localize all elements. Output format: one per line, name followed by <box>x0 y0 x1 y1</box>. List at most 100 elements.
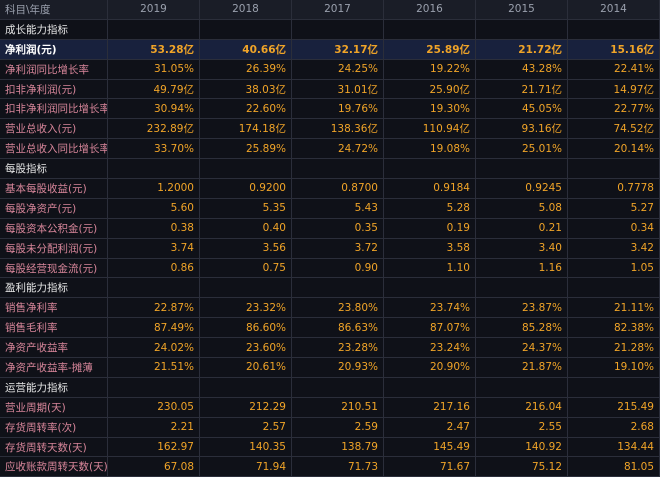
row-label: 销售毛利率 <box>0 318 107 338</box>
row-label: 每股未分配利润(元) <box>0 238 107 258</box>
value-cell: 2.68 <box>568 417 659 437</box>
empty-cell <box>108 377 199 397</box>
value-cell: 3.40 <box>476 238 567 258</box>
year-header: 2016 <box>384 0 475 19</box>
section-title: 成长能力指标 <box>0 19 107 39</box>
empty-cell <box>476 19 567 39</box>
empty-cell <box>384 159 475 179</box>
empty-cell <box>292 159 383 179</box>
row-label: 净资产收益率 <box>0 338 107 358</box>
value-cell: 53.28亿 <box>108 39 199 59</box>
row-label: 扣非净利润(元) <box>0 79 107 99</box>
value-cell: 23.80% <box>292 298 383 318</box>
empty-cell <box>384 19 475 39</box>
row-label: 营业总收入(元) <box>0 119 107 139</box>
value-cell: 3.42 <box>568 238 659 258</box>
value-cell: 140.35 <box>200 437 291 457</box>
value-cell: 33.70% <box>108 139 199 159</box>
value-cell: 15.16亿 <box>568 39 659 59</box>
value-cell: 3.74 <box>108 238 199 258</box>
value-cell: 5.60 <box>108 198 199 218</box>
empty-cell <box>568 377 659 397</box>
value-cell: 67.08 <box>108 457 199 477</box>
value-cell: 2.21 <box>108 417 199 437</box>
value-cell: 0.9245 <box>476 179 567 198</box>
empty-cell <box>292 278 383 298</box>
value-cell: 0.86 <box>108 258 199 278</box>
value-cell: 0.7778 <box>568 179 659 198</box>
empty-cell <box>568 19 659 39</box>
value-cell: 2.47 <box>384 417 475 437</box>
value-cell: 5.08 <box>476 198 567 218</box>
value-cell: 2.57 <box>200 417 291 437</box>
value-cell: 49.79亿 <box>108 79 199 99</box>
value-cell: 138.36亿 <box>292 119 383 139</box>
empty-cell <box>200 377 291 397</box>
value-cell: 1.10 <box>384 258 475 278</box>
value-cell: 210.51 <box>292 397 383 417</box>
value-cell: 20.61% <box>200 358 291 377</box>
row-label: 每股净资产(元) <box>0 198 107 218</box>
year-header: 2015 <box>476 0 567 19</box>
section-title: 运营能力指标 <box>0 377 107 397</box>
year-header: 2014 <box>568 0 659 19</box>
empty-cell <box>292 377 383 397</box>
value-cell: 23.87% <box>476 298 567 318</box>
value-cell: 30.94% <box>108 99 199 119</box>
empty-cell <box>476 377 567 397</box>
row-label: 销售净利率 <box>0 298 107 318</box>
value-cell: 21.87% <box>476 358 567 377</box>
value-cell: 26.39% <box>200 59 291 79</box>
value-cell: 23.28% <box>292 338 383 358</box>
value-cell: 0.8700 <box>292 179 383 198</box>
value-cell: 20.14% <box>568 139 659 159</box>
value-cell: 21.71亿 <box>476 79 567 99</box>
value-cell: 20.93% <box>292 358 383 377</box>
empty-cell <box>384 278 475 298</box>
value-cell: 216.04 <box>476 397 567 417</box>
row-label: 净利润同比增长率 <box>0 59 107 79</box>
value-cell: 22.60% <box>200 99 291 119</box>
value-cell: 134.44 <box>568 437 659 457</box>
value-cell: 5.43 <box>292 198 383 218</box>
value-cell: 0.35 <box>292 218 383 238</box>
row-label: 营业总收入同比增长率 <box>0 139 107 159</box>
year-header: 2019 <box>108 0 199 19</box>
row-label: 净资产收益率-摊薄 <box>0 358 107 377</box>
value-cell: 32.17亿 <box>292 39 383 59</box>
value-cell: 81.05 <box>568 457 659 477</box>
value-cell: 212.29 <box>200 397 291 417</box>
value-cell: 0.19 <box>384 218 475 238</box>
empty-cell <box>476 278 567 298</box>
value-cell: 25.90亿 <box>384 79 475 99</box>
value-cell: 23.74% <box>384 298 475 318</box>
value-cell: 162.97 <box>108 437 199 457</box>
value-cell: 19.76% <box>292 99 383 119</box>
value-cell: 19.10% <box>568 358 659 377</box>
row-label: 应收账款周转天数(天) <box>0 457 107 477</box>
value-cell: 3.58 <box>384 238 475 258</box>
value-cell: 174.18亿 <box>200 119 291 139</box>
value-cell: 140.92 <box>476 437 567 457</box>
value-cell: 5.28 <box>384 198 475 218</box>
row-label: 每股经营现金流(元) <box>0 258 107 278</box>
value-cell: 74.52亿 <box>568 119 659 139</box>
empty-cell <box>568 159 659 179</box>
value-cell: 82.38% <box>568 318 659 338</box>
value-cell: 3.56 <box>200 238 291 258</box>
value-cell: 20.90% <box>384 358 475 377</box>
value-cell: 31.05% <box>108 59 199 79</box>
empty-cell <box>384 377 475 397</box>
empty-cell <box>476 159 567 179</box>
value-cell: 2.59 <box>292 417 383 437</box>
value-cell: 43.28% <box>476 59 567 79</box>
value-cell: 0.90 <box>292 258 383 278</box>
value-cell: 110.94亿 <box>384 119 475 139</box>
value-cell: 22.87% <box>108 298 199 318</box>
value-cell: 25.89% <box>200 139 291 159</box>
empty-cell <box>292 19 383 39</box>
year-header: 2018 <box>200 0 291 19</box>
section-title: 盈利能力指标 <box>0 278 107 298</box>
row-label: 净利润(元) <box>0 39 107 59</box>
empty-cell <box>108 159 199 179</box>
